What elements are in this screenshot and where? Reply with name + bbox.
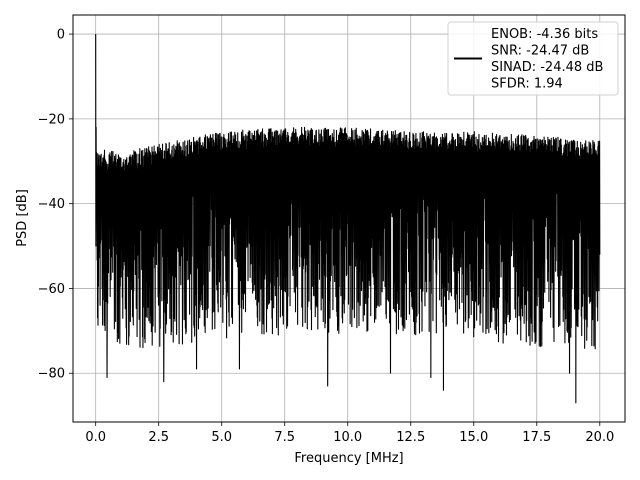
x-tick-label: 12.5: [396, 430, 425, 445]
x-tick-label: 17.5: [522, 430, 551, 445]
x-tick-label: 20.0: [585, 430, 614, 445]
legend-entry-line: ENOB: -4.36 bits: [491, 27, 598, 42]
y-tick-label: −60: [38, 282, 65, 297]
x-tick-label: 5.0: [211, 430, 232, 445]
x-tick-label: 15.0: [459, 430, 488, 445]
x-tick-label: 0.0: [85, 430, 106, 445]
x-tick-label: 10.0: [333, 430, 362, 445]
legend-entry-line: SFDR: 1.94: [491, 77, 563, 92]
plot-area-frame: [72, 14, 626, 423]
y-tick-label: −40: [38, 197, 65, 212]
legend-box: [447, 21, 619, 96]
x-tick-label: 2.5: [148, 430, 169, 445]
psd-series-line: [95, 34, 601, 404]
legend-entry-line: SINAD: -24.48 dB: [491, 60, 603, 75]
x-tick-label: 7.5: [274, 430, 295, 445]
x-axis-label: Frequency [MHz]: [294, 451, 403, 466]
y-axis-label: PSD [dB]: [15, 189, 30, 247]
legend-entry-line: SNR: -24.47 dB: [491, 44, 589, 59]
axis-ticks: 0.0 2.5 5.0 7.5 10.0 12.5 15.0 17.5 20.0 0 −20 −40 −…: [38, 28, 615, 445]
y-tick-label: 0: [57, 28, 65, 43]
psd-trace: [95, 34, 601, 404]
y-tick-label: −80: [38, 367, 65, 382]
y-tick-label: −20: [38, 112, 65, 127]
